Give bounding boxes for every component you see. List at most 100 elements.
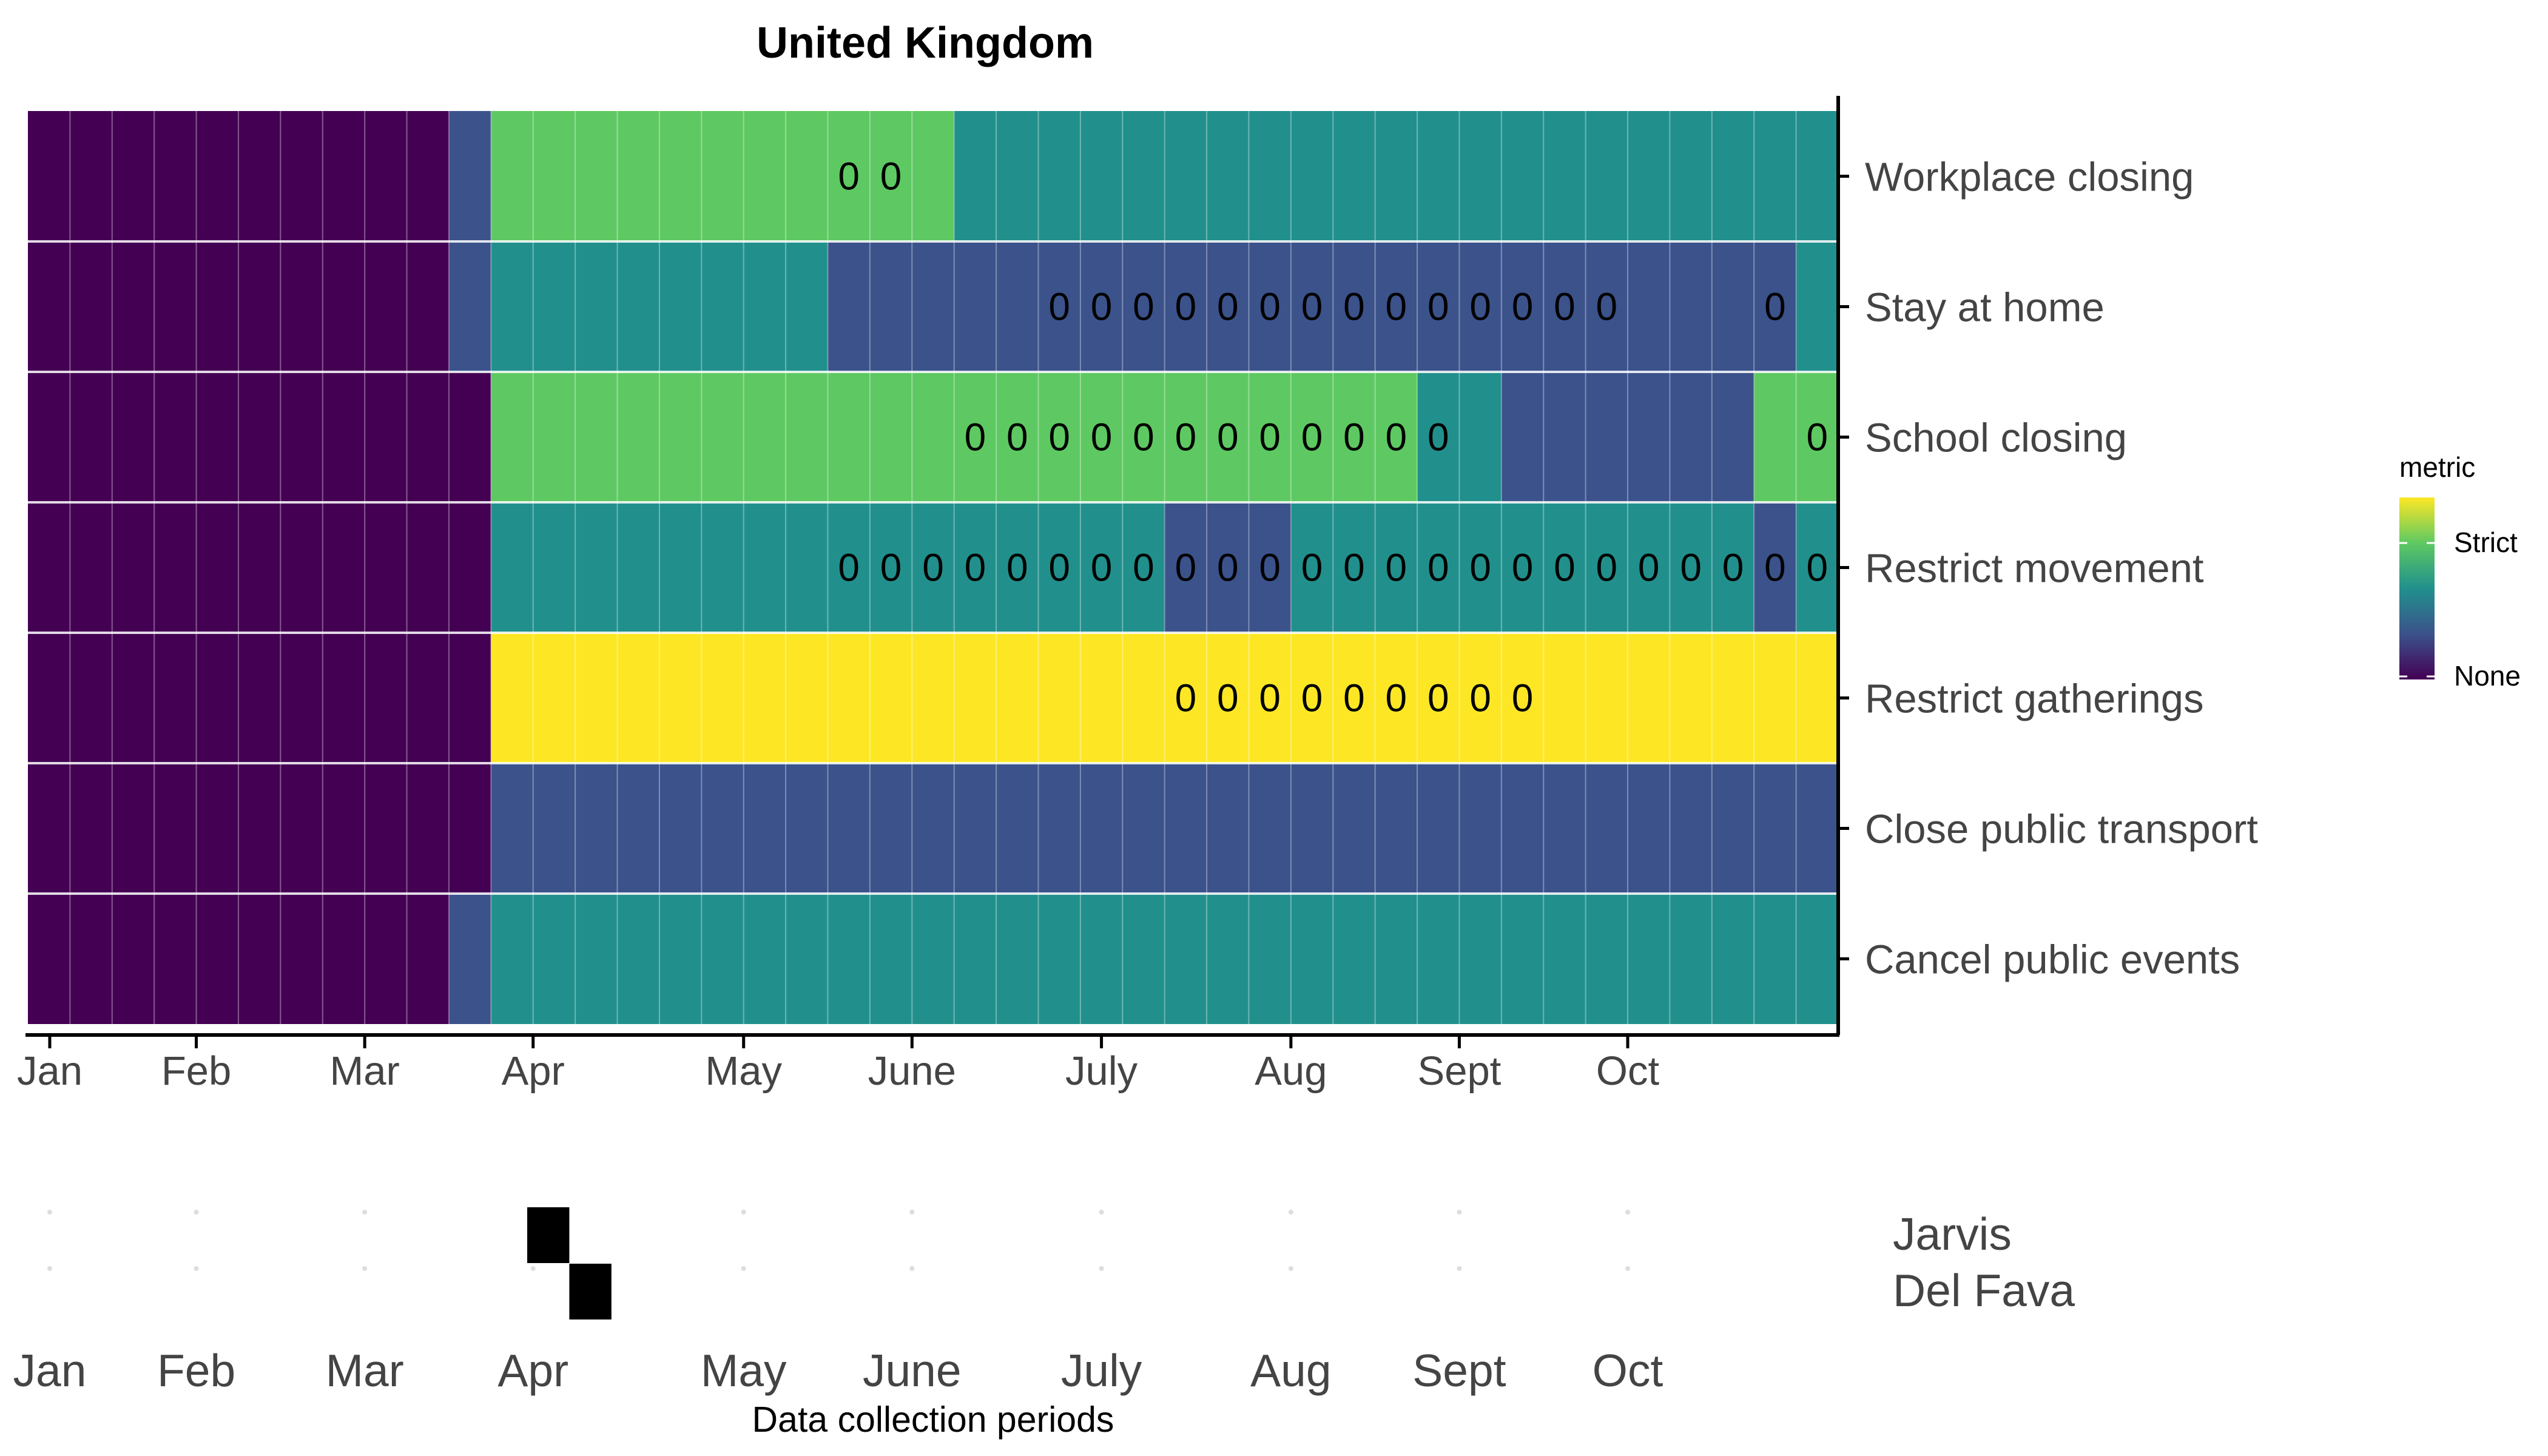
collection-grid-dot (909, 1266, 915, 1271)
heatmap-cell-cancel-public-events (491, 894, 1838, 1024)
heatmap-cell-restrict-gatherings (491, 633, 1838, 763)
cell-zero-label: 0 (1006, 546, 1028, 590)
heatmap-panel: 0 00 0 0 0 0 0 0 0 0 0 0 0 0 0 00 0 0 0 0 0 0 0 0 0 0 0 00 0 0 0 0 0 0 0 0 0… (28, 111, 1838, 1024)
cell-zero-label: 0 (1006, 416, 1028, 459)
heatmap-cell-workplace-closing (448, 111, 491, 241)
bottom-tick-label-july: July (1061, 1345, 1142, 1396)
collection-label-jarvis: Jarvis (1893, 1208, 2012, 1259)
heatmap-cell-stay-at-home (448, 241, 491, 372)
cell-zero-label: 0 (1764, 285, 1786, 329)
x-tick-label-sept: Sept (1418, 1048, 1502, 1094)
collection-grid-dot (47, 1210, 52, 1215)
cell-zero-label: 0 (880, 546, 902, 590)
cell-zero-label: 0 (1680, 546, 1702, 590)
cell-zero-label: 0 (1469, 676, 1491, 720)
collection-grid-dot (194, 1266, 199, 1271)
cell-zero-label: 0 (1048, 416, 1070, 459)
collection-grid-dot (1099, 1266, 1104, 1271)
heatmap-cell-cancel-public-events (28, 894, 449, 1024)
cell-zero-label: 0 (1048, 285, 1070, 329)
cell-zero-label: 0 (1764, 546, 1786, 590)
y-axis-labels: Workplace closing Stay at home School clos… (1836, 96, 2258, 1035)
cell-zero-label: 0 (1217, 285, 1239, 329)
cell-zero-label: 0 (1133, 285, 1154, 329)
cell-zero-label: 0 (1427, 416, 1449, 459)
cell-zero-label: 0 (1596, 546, 1618, 590)
collection-grid-dot (1625, 1210, 1631, 1215)
x-tick-label-oct: Oct (1596, 1048, 1660, 1094)
cell-zero-label: 0 (1133, 416, 1154, 459)
collection-grid-dot (741, 1266, 746, 1271)
cell-zero-label: 0 (1554, 546, 1576, 590)
cell-zero-label: 0 (1301, 285, 1323, 329)
x-tick-label-aug: Aug (1255, 1048, 1327, 1094)
x-tick-label-feb: Feb (161, 1048, 231, 1094)
cell-zero-label: 0 (1217, 416, 1239, 459)
data-collection-panel: Jan Feb Mar Apr May June July Aug Sept Oct Jarvis D… (13, 1207, 2075, 1396)
cell-zero-label: 0 (1512, 676, 1534, 720)
cell-zero-label: 0 (1343, 546, 1365, 590)
cell-zero-label: 0 (1512, 285, 1534, 329)
cell-zero-label: 0 (1469, 285, 1491, 329)
y-label-workplace-closing: Workplace closing (1865, 155, 2194, 200)
y-label-cancel-public-events: Cancel public events (1865, 937, 2240, 983)
legend-colorbar (2399, 497, 2435, 679)
collection-period-del-fava (569, 1264, 612, 1320)
heatmap-cell-school-closing (1501, 372, 1754, 502)
heatmap-cell-stay-at-home (28, 241, 449, 372)
cell-zero-label: 0 (1386, 676, 1407, 720)
bottom-tick-label-feb: Feb (157, 1345, 235, 1396)
heatmap-cell-school-closing (1417, 372, 1502, 502)
cell-zero-label: 0 (1175, 416, 1197, 459)
cell-zero-label: 0 (1301, 416, 1323, 459)
heatmap-cell-restrict-movement (1796, 502, 1838, 633)
x-tick-label-jan: Jan (17, 1048, 83, 1094)
cell-zero-label: 0 (1259, 416, 1281, 459)
collection-grid-dot (530, 1266, 536, 1271)
bottom-tick-label-mar: Mar (326, 1345, 404, 1396)
x-axis: Jan Feb Mar Apr May June July Aug Sept Oct (17, 1033, 1839, 1094)
collection-grid-dot (1625, 1266, 1631, 1271)
collection-grid-dot (362, 1210, 368, 1215)
bottom-tick-label-oct: Oct (1592, 1345, 1663, 1396)
cell-zero-label: 0 (1427, 285, 1449, 329)
x-tick-label-apr: Apr (502, 1048, 565, 1094)
heatmap-cell-cancel-public-events (448, 894, 491, 1024)
heatmap-cell-workplace-closing (954, 111, 1838, 241)
x-tick-label-june: June (868, 1048, 956, 1094)
y-label-restrict-gatherings: Restrict gatherings (1865, 676, 2204, 722)
cell-zero-label: 0 (1259, 285, 1281, 329)
cell-zero-label: 0 (1259, 546, 1281, 590)
x-tick-label-may: May (705, 1048, 782, 1094)
heatmap-cell-stay-at-home (1796, 241, 1838, 372)
bottom-tick-label-jan: Jan (13, 1345, 87, 1396)
cell-zero-label: 0 (1807, 416, 1828, 459)
collection-grid-dot (1288, 1266, 1293, 1271)
cell-zero-label: 0 (1469, 546, 1491, 590)
collection-grid-dot (1457, 1210, 1462, 1215)
heatmap-cell-restrict-movement (1290, 502, 1754, 633)
heatmap-cell-stay-at-home (491, 241, 828, 372)
cell-zero-label: 0 (1133, 546, 1154, 590)
cell-zero-label: 0 (880, 155, 902, 198)
cell-zero-label: 0 (1175, 676, 1197, 720)
collection-period-jarvis (527, 1207, 570, 1263)
heatmap-cell-school-closing (491, 372, 1418, 502)
cell-zero-label: 0 (1427, 676, 1449, 720)
collection-grid-dot (1099, 1210, 1104, 1215)
bottom-tick-label-aug: Aug (1250, 1345, 1331, 1396)
bottom-caption: Data collection periods (752, 1400, 1114, 1440)
cell-zero-label: 0 (1175, 546, 1197, 590)
collection-grid-dot (741, 1210, 746, 1215)
heatmap-cell-restrict-gatherings (28, 633, 491, 763)
bottom-tick-label-sept: Sept (1412, 1345, 1506, 1396)
heatmap-cell-workplace-closing (491, 111, 954, 241)
cell-zero-label: 0 (1091, 546, 1113, 590)
cell-zero-label: 0 (1386, 416, 1407, 459)
bottom-tick-label-apr: Apr (497, 1345, 568, 1396)
legend-label-strict: Strict (2454, 527, 2518, 558)
heatmap-cell-close-public-transport (491, 763, 1838, 894)
heatmap-cell-restrict-movement (491, 502, 1165, 633)
collection-grid-dot (362, 1266, 368, 1271)
